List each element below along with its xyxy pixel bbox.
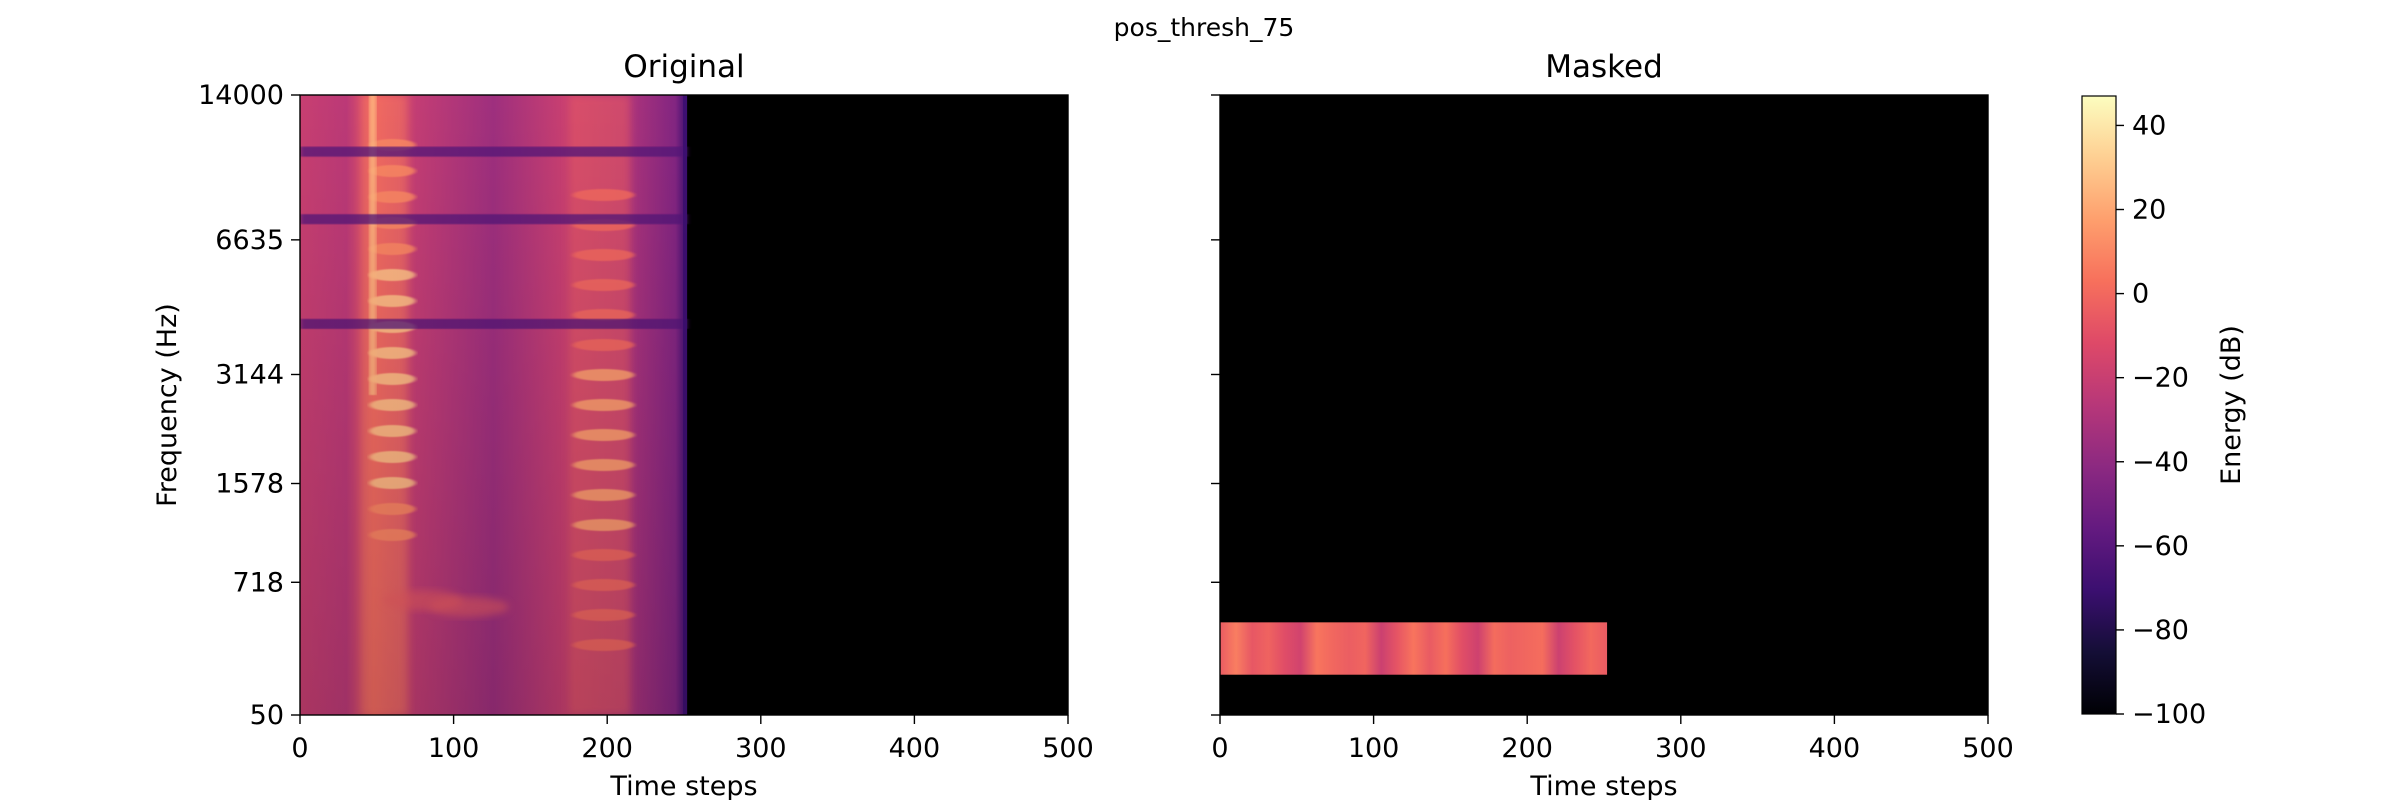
colorbar-tick-label: −60 [2132, 531, 2189, 562]
x-tick-label: 400 [889, 733, 941, 764]
original-spectrogram [300, 95, 687, 715]
colorbar: −100 −80 −60 −40 −20 0 20 40 Energy (dB) [2082, 96, 2247, 730]
y-tick-label: 14000 [198, 80, 284, 111]
original-title: Original [623, 49, 744, 85]
colorbar-gradient [2082, 96, 2116, 714]
masked-y-ticks [1211, 95, 1220, 715]
masked-x-ticks: 0 100 200 300 400 500 [1211, 715, 2013, 764]
colorbar-label: Energy (dB) [2216, 325, 2247, 485]
x-tick-label: 200 [581, 733, 633, 764]
x-tick-label: 0 [1211, 733, 1228, 764]
x-tick-label: 200 [1501, 733, 1553, 764]
y-tick-label: 3144 [215, 359, 284, 390]
masked-background [1220, 95, 1988, 715]
colorbar-ticks: −100 −80 −60 −40 −20 0 20 40 [2116, 110, 2206, 730]
figure-title: pos_thresh_75 [1114, 13, 1295, 42]
original-xlabel: Time steps [609, 771, 757, 800]
original-y-ticks: 50 718 1578 3144 6635 14000 [198, 80, 300, 731]
masked-panel: Masked 0 100 200 300 400 500 Time steps [1211, 49, 2014, 800]
masked-xlabel: Time steps [1529, 771, 1677, 800]
x-tick-label: 100 [428, 733, 480, 764]
x-tick-label: 500 [1042, 733, 1094, 764]
x-tick-label: 100 [1348, 733, 1400, 764]
masked-band [1220, 622, 1607, 674]
x-tick-label: 300 [735, 733, 787, 764]
y-tick-label: 1578 [215, 469, 284, 500]
x-tick-label: 0 [291, 733, 308, 764]
y-tick-label: 6635 [215, 225, 284, 256]
colorbar-tick-label: −40 [2132, 447, 2189, 478]
y-tick-label: 50 [250, 700, 284, 731]
original-panel: Original 0 100 200 300 400 500 50 718 1578 3144 6… [152, 49, 1094, 800]
original-x-ticks: 0 100 200 300 400 500 [291, 715, 1093, 764]
colorbar-tick-label: −20 [2132, 363, 2189, 394]
colorbar-tick-label: 0 [2132, 279, 2149, 310]
masked-title: Masked [1545, 49, 1663, 85]
colorbar-tick-label: 20 [2132, 195, 2166, 226]
colorbar-tick-label: 40 [2132, 110, 2166, 141]
original-ylabel: Frequency (Hz) [152, 303, 183, 507]
x-tick-label: 500 [1962, 733, 2014, 764]
x-tick-label: 400 [1809, 733, 1861, 764]
y-tick-label: 718 [232, 567, 284, 598]
original-spectrogram-shade [300, 95, 687, 715]
colorbar-tick-label: −80 [2132, 615, 2189, 646]
x-tick-label: 300 [1655, 733, 1707, 764]
colorbar-tick-label: −100 [2132, 699, 2206, 730]
